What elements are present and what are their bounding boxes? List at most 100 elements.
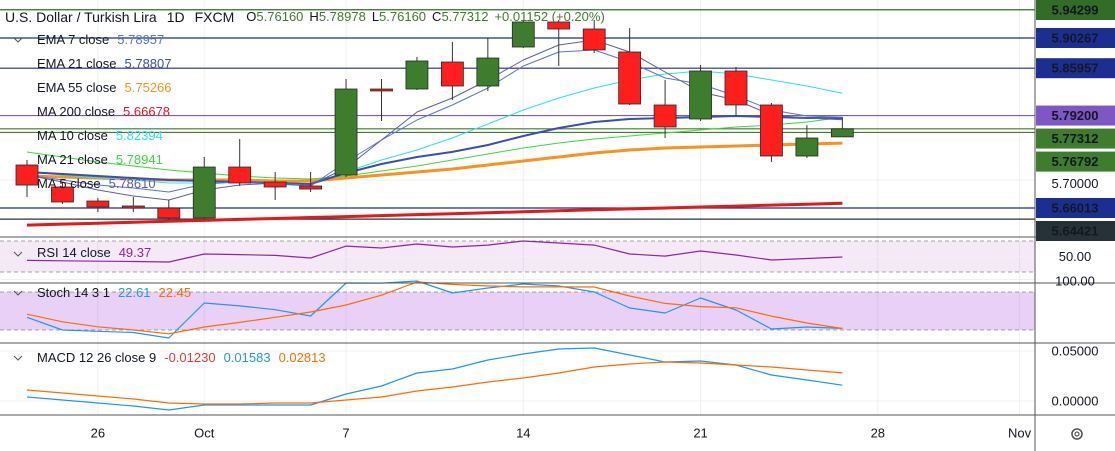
indicator-line [26,116,843,180]
collapse-arrow[interactable] [13,37,23,43]
legend-value: 5.75266 [125,80,172,95]
legend-value: 49.37 [119,245,152,260]
indicator-line [26,240,843,263]
price-label: 5.94299 [1052,2,1099,17]
y-tick-label: 100.00 [1055,273,1095,288]
legend-value: 5.78941 [116,152,163,167]
collapse-arrow[interactable] [13,290,23,296]
candle-body [760,104,783,157]
legend-value: 22.61 [118,285,151,300]
candle-body [547,21,571,30]
source: FXCM [195,9,235,25]
candle-body [582,28,606,51]
legend-entry: Stoch 14 3 1 22.61 22.45 [37,285,191,300]
price-label-bg [1036,151,1115,172]
indicator-line [26,201,843,227]
ohlc-key: H [309,9,318,24]
price-label-bg [1036,221,1115,242]
candle-body [263,181,287,188]
price-label: 5.64421 [1052,223,1099,238]
legend-entry: MACD 12 26 close 9 -0.01230 0.01583 0.02813 [37,350,326,365]
price-label: 5.77312 [1052,131,1099,146]
ohlc-key: C [432,9,441,24]
legend-entry: MA 10 close 5.82394 [37,128,163,143]
x-tick-label: Oct [194,425,215,440]
candle-body [724,70,748,106]
legend-entry: EMA 21 close 5.78807 [37,56,172,71]
ohlc-value: 5.76160 [379,9,426,24]
legend-value: 5.82394 [116,128,163,143]
x-tick-label: Nov [1008,425,1032,440]
candle-body [157,207,181,219]
candle-body [192,166,216,219]
legend-value: 5.78807 [125,56,172,71]
legend-entry: EMA 7 close 5.78957 [37,32,164,47]
legend-entry: MA 200 close 5.66678 [37,104,170,119]
price-label-bg [1036,58,1115,79]
x-tick-label: 28 [871,425,885,440]
candle-body [511,21,535,48]
legend-name: MA 5 close [37,176,101,191]
ohlc-value: 5.77312 [441,9,488,24]
legend-entry: EMA 55 close 5.75266 [37,80,172,95]
indicator-line [26,347,843,411]
x-tick-label: 7 [342,425,349,440]
legend-name: EMA 55 close [37,80,117,95]
price-label: 5.85957 [1052,61,1099,76]
candle-body [405,60,429,90]
collapse-arrow[interactable] [13,355,23,361]
candle-body [653,104,677,128]
price-label-bg [1036,198,1115,219]
legend-name: MACD 12 26 close 9 [37,350,156,365]
candle-body [299,185,323,190]
ohlc-key: O [246,9,256,24]
settings-icon[interactable] [1071,428,1083,440]
indicator-lines [26,39,843,411]
interval: 1D [167,9,185,25]
ohlc-key: L [372,9,379,24]
legend-name: MA 10 close [37,128,108,143]
candle-body [440,61,464,87]
candle-body [370,88,393,92]
legend-name: MA 200 close [37,104,115,119]
price-label-bg [1036,105,1115,126]
chart-header: U.S. Dollar / Turkish Lira 1D FXCM O5.76160… [5,9,605,25]
price-label-bg [1036,128,1115,149]
candle-body [15,164,39,186]
price-label: 5.66013 [1052,200,1099,215]
legend-entry: MA 5 close 5.78610 [37,176,156,191]
gear-hub [1074,431,1080,437]
symbol-title: U.S. Dollar / Turkish Lira [5,9,157,25]
legend-value: 5.78610 [109,176,156,191]
legend-value: 22.45 [159,285,192,300]
collapse-arrow[interactable] [13,251,23,257]
candle-body [334,88,358,176]
legend-entry: MA 21 close 5.78941 [37,152,163,167]
candle-body [618,51,642,105]
legend-name: MA 21 close [37,152,108,167]
candle-body [476,57,500,87]
price-label: 5.79200 [1052,108,1099,123]
ohlc-value: 5.76160 [256,9,303,24]
legend-entry: RSI 14 close 49.37 [37,245,151,260]
y-tick-label: 0.00000 [1052,393,1099,408]
gear-ring [1071,428,1083,440]
y-tick-label: 50.00 [1059,249,1092,264]
legend-value: 5.78957 [117,32,164,47]
candle-body [830,128,854,138]
legend-name: EMA 21 close [37,56,117,71]
y-tick-label: 0.05000 [1052,343,1099,358]
change: +0.01152 (+0.20%) [494,9,604,24]
indicator-line [26,280,843,339]
legend-value: -0.01230 [164,350,215,365]
indicator-line [26,361,843,405]
candle-body [795,137,819,157]
candle-body [86,200,110,208]
x-tick-label: 26 [91,425,105,440]
candle-body [121,205,145,209]
candle-body [228,166,252,184]
labels: 26 Oct 7 14 21 28 Nov U.S. Dollar / Turkish Lir… [5,0,1115,440]
